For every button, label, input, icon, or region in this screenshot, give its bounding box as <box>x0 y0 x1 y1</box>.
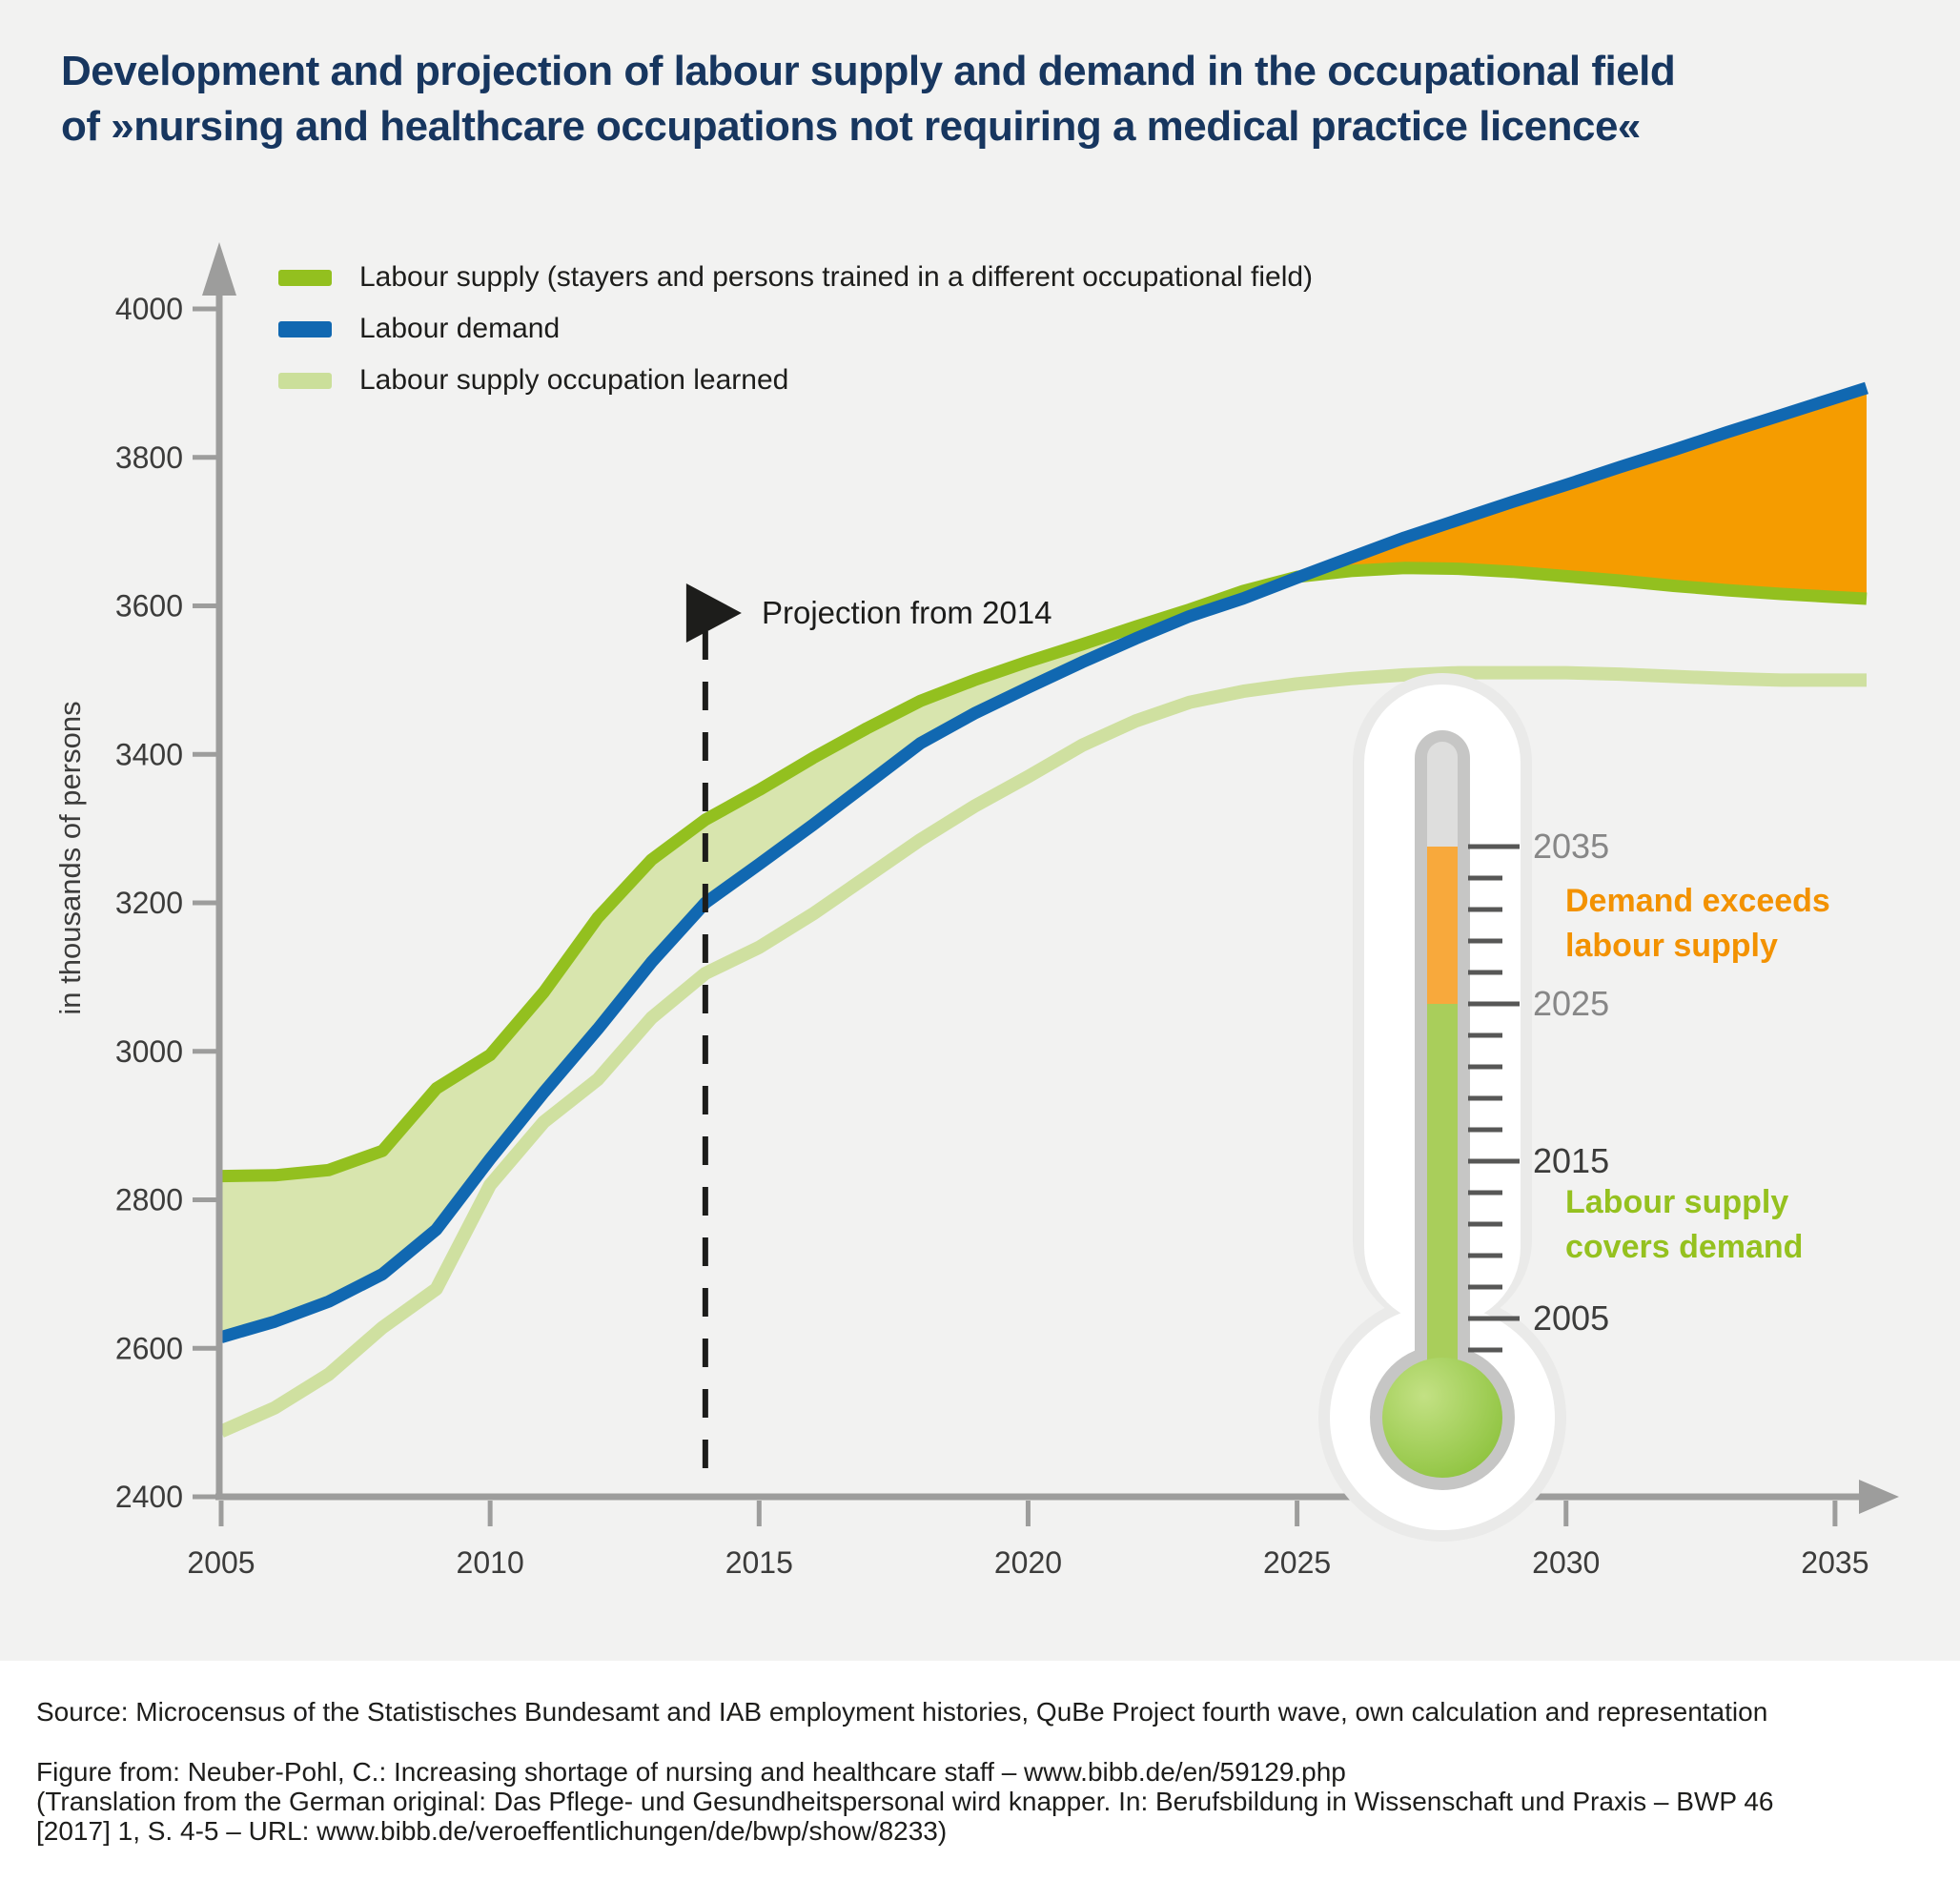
y-axis-arrow-icon <box>202 242 236 296</box>
x-axis-arrow-icon <box>1859 1480 1899 1514</box>
series-lines <box>218 381 1868 1438</box>
figure-citation-line-2: (Translation from the German original: D… <box>36 1787 1774 1816</box>
page-title-line-2: of »nursing and healthcare occupations n… <box>61 103 1641 150</box>
x-tick-label: 2005 <box>187 1545 255 1580</box>
x-tick-label: 2035 <box>1801 1545 1868 1580</box>
y-tick-label: 3400 <box>115 737 183 771</box>
thermometer-year-label: 2025 <box>1533 984 1609 1023</box>
labour-demand-line <box>219 381 1868 1343</box>
y-axis-title: in thousands of persons <box>53 701 87 1014</box>
thermometer: 2035 2025 2015 2005 <box>1318 673 1609 1542</box>
legend-label-labour-supply: Labour supply (stayers and persons train… <box>359 261 1314 293</box>
x-tick-label: 2030 <box>1532 1545 1600 1580</box>
surplus-area <box>221 576 1300 1338</box>
thermometer-year-label: 2015 <box>1533 1141 1609 1180</box>
thermometer-shortage-note: Demand exceeds labour supply <box>1565 883 1830 964</box>
chart-canvas: 2400 2600 2800 3000 3200 3400 3600 3800 4000 2005… <box>53 242 1899 1580</box>
thermometer-green-zone <box>1427 1004 1458 1388</box>
x-tick-label: 2020 <box>994 1545 1062 1580</box>
figure-citation-line-1: Figure from: Neuber-Pohl, C.: Increasing… <box>36 1757 1346 1787</box>
thermometer-bulb <box>1382 1358 1502 1478</box>
projection-annotation: Projection from 2014 <box>762 595 1052 630</box>
x-tick-label: 2010 <box>457 1545 524 1580</box>
legend-item-occupation-learned: Labour supply occupation learned <box>278 355 1313 406</box>
series-fills <box>221 387 1867 1338</box>
labour-supply-demand-chart: 2400 2600 2800 3000 3200 3400 3600 3800 4000 2005… <box>53 242 1899 1580</box>
y-tick-label: 3200 <box>115 886 183 920</box>
legend-swatch-labour-demand <box>278 320 332 337</box>
source-band <box>0 1661 1960 1901</box>
legend-swatch-labour-supply <box>278 269 332 286</box>
thermometer-coverage-note: Labour supply covers demand <box>1565 1184 1804 1265</box>
projection-triangle-icon <box>685 583 742 643</box>
legend-swatch-occupation-learned <box>278 372 332 389</box>
figure-citation: Figure from: Neuber-Pohl, C.: Increasing… <box>36 1757 1933 1846</box>
thermometer-year-label: 2035 <box>1533 827 1609 866</box>
shortage-area <box>1299 387 1867 599</box>
legend-item-labour-demand: Labour demand <box>278 303 1313 355</box>
figure-citation-line-3: [2017] 1, S. 4-5 – URL: www.bibb.de/vero… <box>36 1816 948 1846</box>
thermometer-orange-zone <box>1427 847 1458 1004</box>
axes: 2400 2600 2800 3000 3200 3400 3600 3800 4000 2005… <box>53 242 1899 1580</box>
y-tick-label: 3800 <box>115 440 183 475</box>
legend-label-labour-demand: Labour demand <box>359 313 561 344</box>
x-tick-label: 2015 <box>725 1545 793 1580</box>
y-tick-label: 2800 <box>115 1183 183 1217</box>
thermometer-year-label: 2005 <box>1533 1298 1609 1338</box>
page-title: Development and projection of labour sup… <box>61 44 1929 154</box>
y-tick-label: 3600 <box>115 589 183 623</box>
labour-supply-line <box>220 562 1868 1183</box>
occupation-learned-line <box>218 665 1867 1438</box>
projection-marker <box>685 583 742 1489</box>
source-text: Source: Microcensus of the Statistisches… <box>36 1697 1768 1727</box>
page-title-line-1: Development and projection of labour sup… <box>61 48 1676 94</box>
y-tick-label: 2600 <box>115 1331 183 1365</box>
y-tick-label: 2400 <box>115 1480 183 1514</box>
x-tick-label: 2025 <box>1263 1545 1331 1580</box>
legend-item-labour-supply: Labour supply (stayers and persons train… <box>278 252 1313 303</box>
y-tick-label: 4000 <box>115 292 183 326</box>
legend-label-occupation-learned: Labour supply occupation learned <box>359 364 789 396</box>
chart-legend: Labour supply (stayers and persons train… <box>278 252 1313 406</box>
y-tick-label: 3000 <box>115 1034 183 1069</box>
